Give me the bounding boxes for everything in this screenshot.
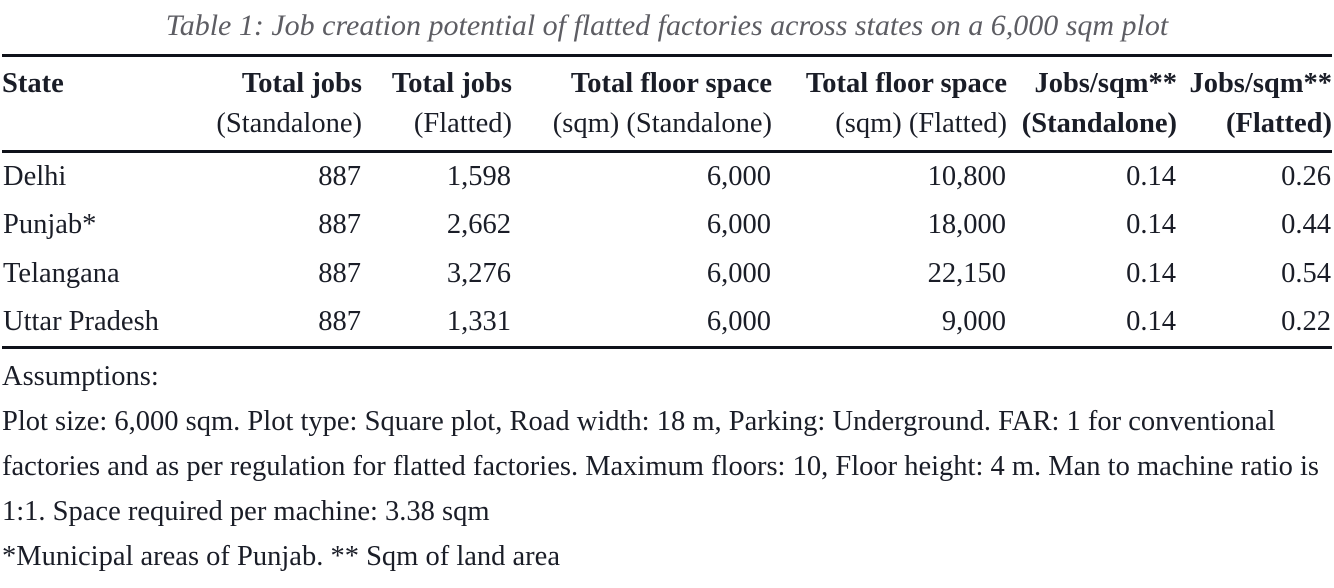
value-cell: 0.14 <box>1126 209 1176 240</box>
value-cell: 887 <box>318 160 361 192</box>
header-line1: State <box>2 68 64 99</box>
table-notes: Assumptions: Plot size: 6,000 sqm. Plot … <box>2 349 1332 588</box>
header-total-jobs-flatted: Total jobs (Flatted) <box>362 56 512 152</box>
value-cell: 887 <box>318 258 361 289</box>
note-line: factories and as per regulation for flat… <box>2 451 1319 482</box>
value-cell: 1,331 <box>446 306 511 338</box>
value-cell: 0.26 <box>1281 160 1331 192</box>
header-line2: (sqm) (Standalone) <box>552 108 772 139</box>
value-cell: 887 <box>318 306 361 338</box>
header-line2: (sqm) (Flatted) <box>835 108 1007 139</box>
table-row: Uttar Pradesh 887 1,331 6,000 9,000 0.14 0.22 <box>2 299 1332 348</box>
header-line2: (Flatted) <box>413 108 512 139</box>
value-cell: 0.44 <box>1281 209 1331 240</box>
value-cell: 1,598 <box>446 160 511 192</box>
table-row: Telangana 887 3,276 6,000 22,150 0.14 0.54 <box>2 250 1332 299</box>
note-line: *Municipal areas of Punjab. ** Sqm of la… <box>2 541 560 572</box>
header-line2: (Flatted) <box>1225 108 1332 139</box>
value-cell: 6,000 <box>706 258 771 289</box>
value-cell: 0.14 <box>1126 306 1176 338</box>
header-line1: Jobs/sqm** <box>1189 68 1332 99</box>
header-line1: Jobs/sqm** <box>1034 68 1177 99</box>
table-row: Punjab* 887 2,662 6,000 18,000 0.14 0.44 <box>2 201 1332 250</box>
note-line: 1:1. Space required per machine: 3.38 sq… <box>2 496 490 527</box>
header-floor-space-standalone: Total floor space (sqm) (Standalone) <box>512 56 772 152</box>
value-cell: 10,800 <box>927 160 1006 192</box>
header-line2: (Standalone) <box>216 108 362 139</box>
table-caption: Table 1: Job creation potential of flatt… <box>165 9 1169 42</box>
header-line1: Total floor space <box>570 68 772 99</box>
value-cell: 0.14 <box>1126 258 1176 289</box>
state-cell: Uttar Pradesh <box>3 306 159 338</box>
header-line1: Total jobs <box>241 68 362 99</box>
header-floor-space-flatted: Total floor space (sqm) (Flatted) <box>772 56 1007 152</box>
value-cell: 2,662 <box>446 209 511 240</box>
value-cell: 0.14 <box>1126 160 1176 192</box>
table-header: State Total jobs (Standalone) Total jobs… <box>2 56 1332 152</box>
value-cell: 18,000 <box>927 209 1006 240</box>
value-cell: 6,000 <box>706 209 771 240</box>
value-cell: 887 <box>318 209 361 240</box>
table-body: Delhi 887 1,598 6,000 10,800 0.14 0.26 Punjab* 8… <box>2 152 1332 348</box>
header-jobs-per-sqm-flatted: Jobs/sqm** (Flatted) <box>1177 56 1332 152</box>
table-row: Delhi 887 1,598 6,000 10,800 0.14 0.26 <box>2 152 1332 201</box>
header-total-jobs-standalone: Total jobs (Standalone) <box>202 56 362 152</box>
state-cell: Delhi <box>3 160 67 192</box>
header-line1: Total jobs <box>391 68 512 99</box>
value-cell: 22,150 <box>927 258 1006 289</box>
value-cell: 0.54 <box>1281 258 1331 289</box>
header-line1: Total floor space <box>805 68 1007 99</box>
value-cell: 6,000 <box>706 306 771 338</box>
value-cell: 0.22 <box>1281 306 1331 338</box>
state-cell: Punjab* <box>3 209 97 240</box>
value-cell: 3,276 <box>446 258 511 289</box>
value-cell: 9,000 <box>941 306 1006 338</box>
data-table: State Total jobs (Standalone) Total jobs… <box>2 54 1332 349</box>
note-line: Plot size: 6,000 sqm. Plot type: Square … <box>2 406 1276 437</box>
value-cell: 6,000 <box>706 160 771 192</box>
assumptions-label: Assumptions: <box>2 361 159 392</box>
header-state: State <box>2 56 202 152</box>
header-row: State Total jobs (Standalone) Total jobs… <box>2 56 1332 152</box>
header-line2: (Standalone) <box>1021 108 1177 139</box>
state-cell: Telangana <box>3 258 120 289</box>
header-jobs-per-sqm-standalone: Jobs/sqm** (Standalone) <box>1007 56 1177 152</box>
